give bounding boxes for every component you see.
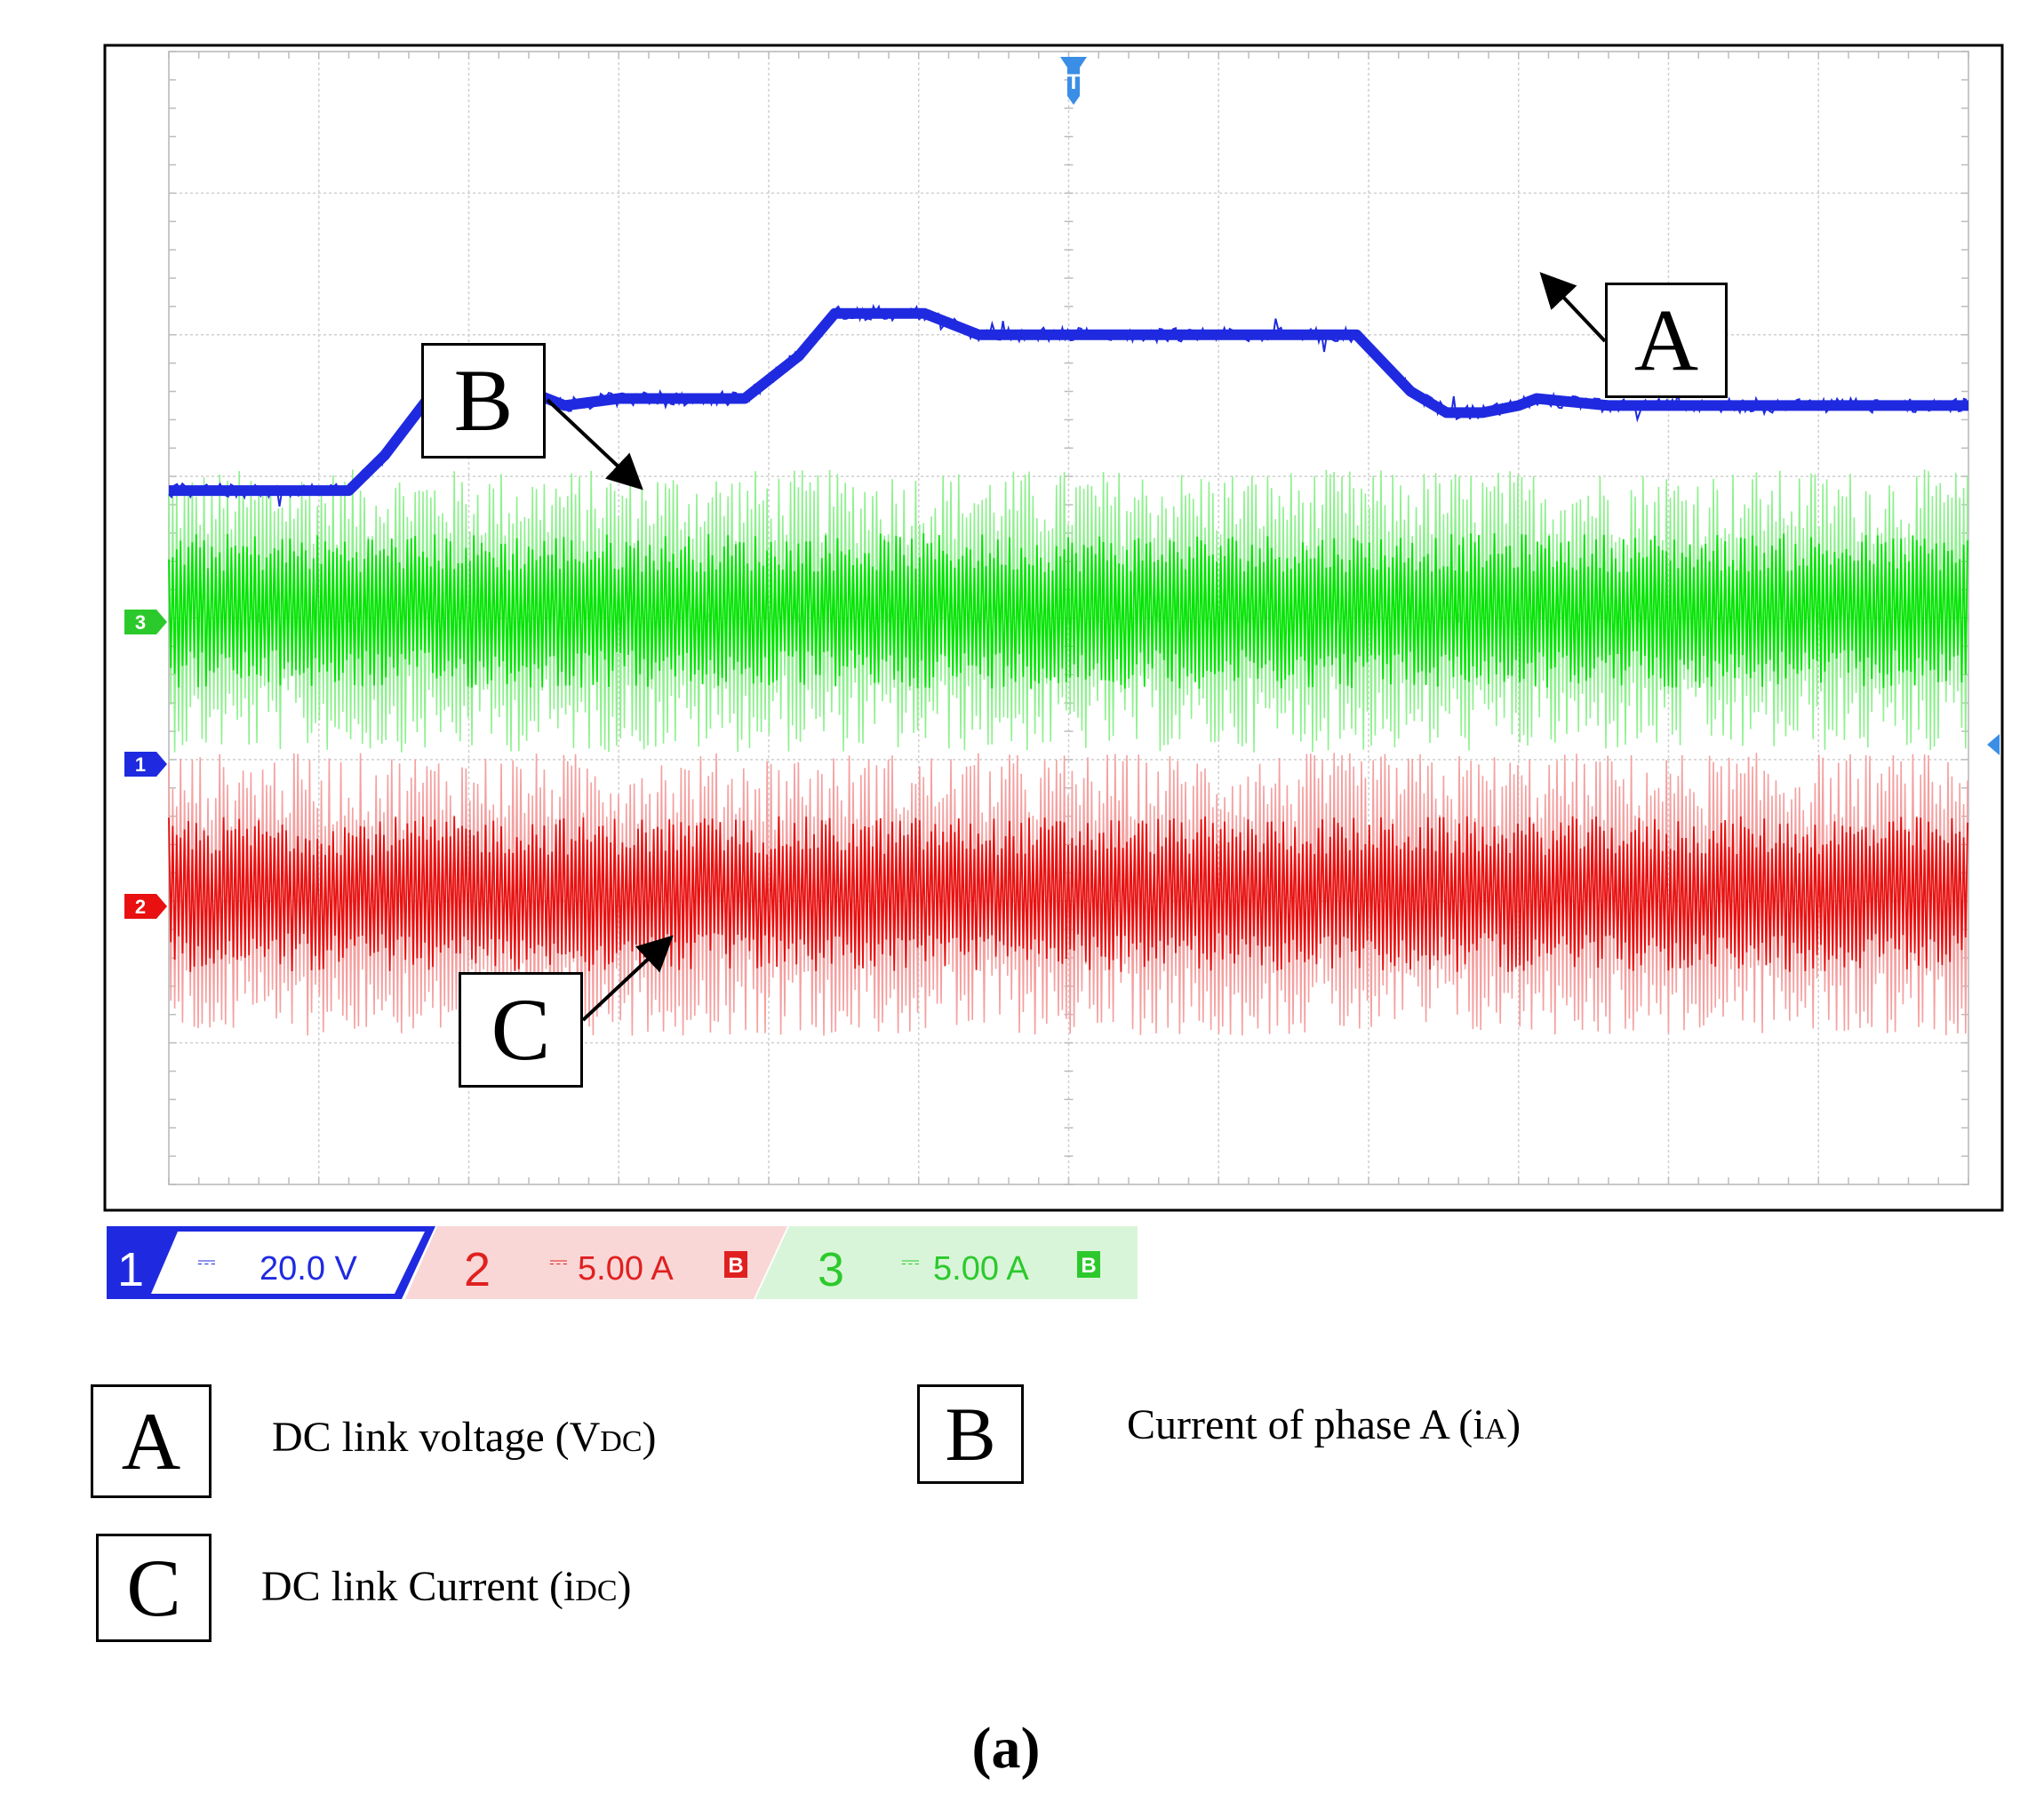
annotation-a: A: [1605, 283, 1728, 398]
legend-c-sub: DC: [575, 1575, 618, 1607]
legend-c-text: DC link Current (iDC): [261, 1562, 632, 1611]
legend-c-close: ): [617, 1563, 632, 1610]
legend-c-letter: C: [126, 1543, 181, 1633]
noise-core: [168, 533, 1968, 690]
annotation-b: B: [421, 343, 546, 458]
series-dc-link-current: [168, 753, 1968, 1036]
legend-a-main: DC link voltage (V: [272, 1414, 601, 1461]
ch3-bw: B: [1081, 1254, 1096, 1278]
arrow-a: [1539, 272, 1607, 343]
ch2-panel: [405, 1226, 787, 1299]
channel-marker-2-label: 2: [135, 896, 146, 918]
trigger-marker: T: [1060, 57, 1087, 105]
ch2-scale: 5.00 A: [578, 1250, 674, 1288]
legend-box-b: B: [917, 1384, 1024, 1484]
ch1-coupling: ⎓: [197, 1248, 216, 1275]
legend-a-text: DC link voltage (VDC): [272, 1413, 657, 1462]
ch1-scale: 20.0 V: [259, 1250, 358, 1288]
annotation-b-label: B: [453, 351, 514, 450]
annotation-c: C: [459, 972, 583, 1088]
channel-marker-3-label: 3: [135, 611, 146, 634]
channel-marker-1-label: 1: [135, 753, 146, 776]
ch3-scale: 5.00 A: [933, 1250, 1029, 1288]
legend-b-letter: B: [945, 1391, 996, 1477]
trigger-marker-label: T: [1067, 70, 1081, 94]
legend-b-text: Current of phase A (iA): [1127, 1400, 1521, 1449]
channel-marker-1: 1: [124, 752, 167, 777]
ch3-number: 3: [818, 1243, 844, 1296]
arrow-c: [581, 935, 674, 1022]
ch2-coupling: ⎓: [549, 1248, 568, 1275]
ch2-bw-badge: [724, 1251, 747, 1278]
ch2-bw: B: [728, 1254, 743, 1278]
ch3-bw-badge: [1077, 1251, 1100, 1278]
oscilloscope-chart: T 3 1 2 1 ⎓ 20.0 V 2 ⎓ 5.00 A B 3 ⎓: [103, 44, 2004, 1299]
channel-marker-3: 3: [124, 610, 167, 634]
legend-a-close: ): [642, 1414, 657, 1461]
ch1-scale-panel: [151, 1232, 425, 1294]
legend-box-c: C: [96, 1534, 212, 1642]
noise-core: [168, 816, 1968, 972]
legend-a-letter: A: [121, 1396, 181, 1487]
ch3-coupling: ⎓: [901, 1248, 920, 1275]
series-phase-a-current: [168, 469, 1968, 753]
annotation-c-label: C: [491, 980, 551, 1079]
legend-box-a: A: [91, 1384, 212, 1498]
ch2-number: 2: [464, 1243, 491, 1296]
ch1-number: 1: [117, 1243, 144, 1296]
annotation-a-label: A: [1633, 291, 1699, 389]
legend-c-main: DC link Current (i: [261, 1563, 576, 1610]
arrow-b: [546, 398, 643, 490]
level-marker: [1987, 734, 2000, 755]
figure-caption: (a): [971, 1716, 1041, 1781]
ch3-panel: [755, 1226, 1138, 1299]
legend-b-main: Current of phase A (i: [1127, 1401, 1485, 1448]
legend-b-close: ): [1506, 1401, 1521, 1448]
status-bar: 1 ⎓ 20.0 V 2 ⎓ 5.00 A B 3 ⎓ 5.00 A B: [107, 1226, 1138, 1299]
channel-marker-2: 2: [124, 894, 167, 919]
legend-a-sub: DC: [600, 1425, 643, 1458]
legend-b-sub: A: [1484, 1413, 1507, 1446]
